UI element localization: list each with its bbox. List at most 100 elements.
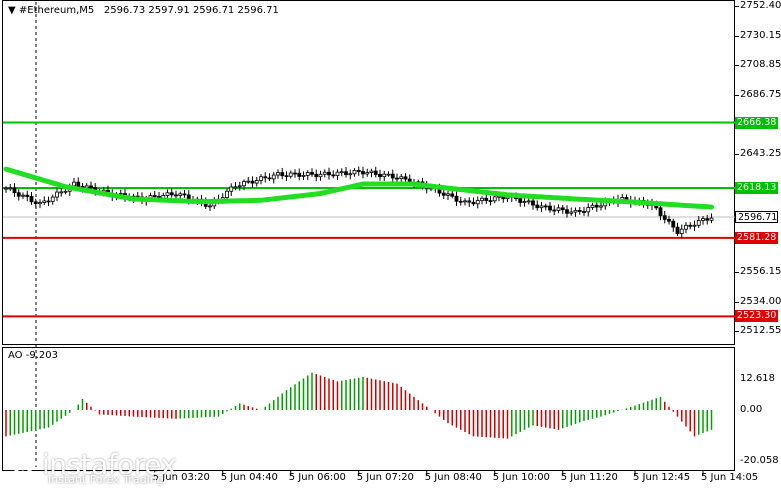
level-2581-label[interactable]: 2581.28 [735, 231, 778, 244]
candle-body [242, 181, 246, 187]
candle-body [705, 218, 710, 221]
high-value: 2597.91 [148, 5, 190, 16]
candle-body [174, 194, 178, 197]
open-value: 2596.73 [103, 5, 146, 16]
candle-body [382, 173, 387, 177]
watermark-brand: instaforex [42, 448, 177, 481]
candle-body [692, 224, 697, 227]
candle-body [684, 224, 688, 230]
candle-body [356, 169, 361, 172]
candle-body [386, 173, 391, 176]
time-axis-label: 5 Jun 11:20 [560, 472, 618, 483]
price-tick-label: 2534.00 [740, 295, 781, 307]
price-tick-mark [735, 271, 739, 273]
candle-body [182, 193, 187, 196]
candle-body [492, 196, 497, 202]
candle-body [284, 175, 289, 178]
candle-body [165, 192, 170, 196]
candle-body [688, 224, 693, 227]
candle-body [344, 171, 348, 176]
candle-body [696, 220, 701, 226]
price-tick-label: 2643.25 [740, 147, 781, 159]
price-tick-mark [735, 153, 739, 155]
candle-body [378, 174, 382, 177]
price-tick-label: 2708.85 [740, 59, 781, 70]
candle-body [16, 192, 21, 197]
candle-body [46, 200, 51, 203]
candle-body [225, 190, 229, 199]
symbol-header: ▼ #Ethereum,M5 2596.73 2597.91 2596.71 2… [8, 5, 279, 16]
candle-body [322, 171, 327, 175]
candle-body [679, 228, 684, 235]
candle-body [327, 171, 331, 176]
candle-body [556, 207, 561, 211]
candle-body [709, 217, 714, 221]
time-axis-label: 5 Jun 07:20 [356, 472, 414, 483]
time-axis-label: 5 Jun 08:40 [424, 472, 482, 483]
candle-body [250, 180, 255, 184]
watermark-tagline: Instant Forex Trading [48, 473, 164, 486]
time-axis-label: 5 Jun 03:20 [152, 472, 210, 483]
candle-body [4, 187, 8, 190]
candle-body [565, 209, 569, 214]
candle-body [33, 201, 38, 205]
price-tick-mark [735, 331, 739, 332]
candle-body [318, 173, 323, 178]
candle-body [297, 172, 302, 177]
level-2666-label[interactable]: 2666.38 [735, 116, 778, 129]
time-axis-label: 5 Jun 04:40 [220, 472, 278, 483]
candle-body [480, 197, 484, 201]
price-tick-mark [735, 94, 739, 96]
candle-body [331, 174, 336, 177]
price-tick-label: 2556.15 [740, 265, 781, 277]
candle-body [352, 169, 357, 175]
candle-body [229, 186, 234, 192]
candle-body [42, 200, 47, 203]
candle-body [369, 170, 374, 173]
close-value: 2596.71 [237, 5, 279, 16]
candle-body [233, 186, 238, 189]
candle-body [526, 200, 531, 203]
time-axis-label: 5 Jun 12:45 [633, 472, 691, 483]
candle-body [314, 173, 319, 178]
candle-body [288, 172, 293, 177]
candle-body [463, 200, 467, 203]
ao-max-label: 12.618 [740, 373, 775, 384]
dropdown-arrow-icon[interactable]: ▼ [8, 5, 16, 16]
candle-body [458, 200, 463, 203]
candle-body [21, 194, 25, 197]
price-tick-label: 2512.55 [740, 325, 781, 336]
candle-body [454, 195, 459, 202]
candle-body [361, 171, 365, 175]
candle-body [72, 181, 76, 187]
moving-average-line [3, 166, 714, 210]
candle-body [276, 172, 280, 176]
candle-body [539, 205, 544, 209]
candle-body [518, 198, 523, 203]
candle-body [55, 191, 59, 198]
candle-body [395, 177, 399, 180]
candle-body [475, 200, 480, 205]
candle-body [254, 180, 259, 184]
price-pane[interactable] [2, 0, 735, 345]
candle-body [531, 200, 535, 206]
candle-body [701, 218, 705, 221]
candle-body [658, 207, 663, 217]
candle-body [484, 197, 489, 201]
candle-body [263, 176, 268, 179]
price-tick-mark [735, 6, 739, 7]
candle-body [667, 219, 671, 222]
awesome-oscillator-pane[interactable] [2, 347, 735, 471]
candle-body [76, 181, 81, 187]
candle-body [446, 193, 450, 196]
level-2523-label[interactable]: 2523.30 [735, 310, 778, 323]
candle-body [271, 174, 276, 180]
candle-body [390, 173, 395, 179]
low-value: 2596.71 [192, 5, 235, 16]
level-2618-label[interactable]: 2618.13 [735, 181, 778, 194]
candle-body [305, 172, 310, 176]
candle-body [50, 196, 55, 202]
candle-body [84, 185, 89, 189]
